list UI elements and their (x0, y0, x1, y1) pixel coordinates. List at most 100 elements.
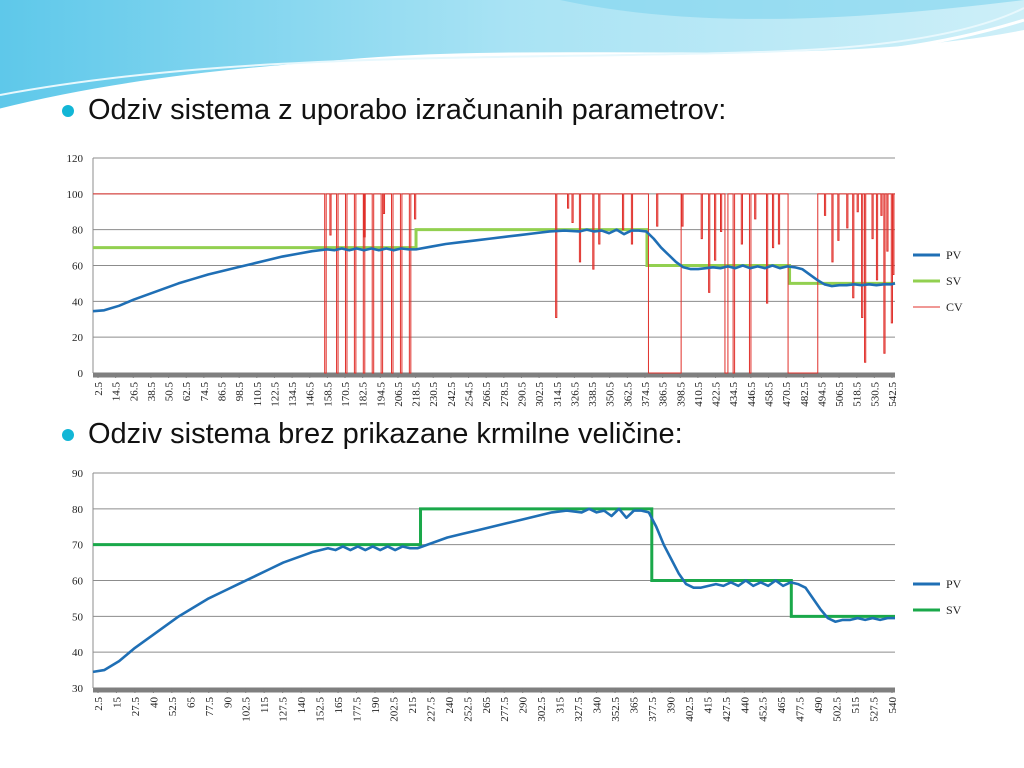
x-tick-label: 277.5 (499, 697, 511, 722)
bullet-item-2: Odziv sistema brez prikazane krmilne vel… (62, 418, 683, 451)
x-tick-label: 410.5 (693, 382, 705, 407)
x-tick-label: 422.5 (711, 382, 723, 407)
x-tick-label: 27.5 (130, 697, 142, 717)
x-tick-label: 252.5 (462, 697, 474, 722)
x-tick-label: 302.5 (534, 382, 546, 407)
x-tick-label: 182.5 (358, 382, 370, 407)
legend-label: SV (946, 603, 962, 617)
x-tick-label: 134.5 (287, 382, 299, 407)
series-sv-line (93, 507, 895, 618)
x-tick-label: 290.5 (516, 382, 528, 407)
x-tick-label: 398.5 (675, 382, 687, 407)
y-tick-label: 70 (72, 540, 84, 552)
bullet-text-1: Odziv sistema z uporabo izračunanih para… (88, 94, 727, 126)
x-tick-label: 177.5 (352, 697, 364, 722)
x-tick-label: 230.5 (428, 382, 440, 407)
x-tick-label: 326.5 (569, 382, 581, 407)
x-tick-label: 265 (481, 697, 493, 714)
x-tick-label: 518.5 (852, 382, 864, 407)
x-tick-label: 482.5 (799, 382, 811, 407)
x-tick-label: 110.5 (252, 382, 264, 407)
x-tick-label: 290 (518, 697, 530, 714)
x-tick-label: 127.5 (278, 697, 290, 722)
x-tick-label: 202.5 (388, 697, 400, 722)
x-tick-label: 494.5 (816, 382, 828, 407)
series-sv-line (93, 228, 895, 285)
x-tick-label: 218.5 (411, 382, 423, 407)
chart-with-cv: 0 20 40 60 80 100 120 2.5 14.5 26.5 38.5 50.5 62.5 74… (67, 153, 964, 407)
x-tick-label: 14.5 (111, 382, 123, 402)
bullet-dot-icon (62, 428, 74, 441)
x-tick-label: 194.5 (375, 382, 387, 407)
series-pv-line (92, 228, 896, 313)
x-tick-label: 140 (296, 697, 308, 714)
x-tick-label: 506.5 (834, 382, 846, 407)
x-tick-label: 146.5 (305, 382, 317, 407)
series-cv-line (93, 193, 895, 374)
y-tick-label: 50 (72, 611, 84, 623)
y-tick-label: 30 (72, 683, 84, 695)
x-tick-label: 115 (259, 697, 271, 714)
x-tick-label: 314.5 (552, 382, 564, 407)
y-tick-label: 80 (72, 504, 84, 516)
y-tick-label: 60 (72, 261, 84, 273)
x-tick-label: 122.5 (269, 382, 281, 407)
x-tick-label: 502.5 (832, 697, 844, 722)
y-tick-label: 100 (67, 189, 84, 201)
x-tick-label: 327.5 (573, 697, 585, 722)
x-tick-label: 240 (444, 697, 456, 714)
x-tick-label: 452.5 (758, 697, 770, 722)
x-tick-label: 2.5 (93, 697, 105, 711)
x-tick-label: 52.5 (167, 697, 179, 717)
x-tick-label: 242.5 (446, 382, 458, 407)
x-tick-label: 540 (887, 697, 899, 714)
y-tick-label: 60 (72, 576, 84, 588)
x-tick-label: 40 (148, 697, 160, 709)
x-tick-label: 470.5 (781, 382, 793, 407)
x-tick-label: 215 (407, 697, 419, 714)
x-tick-label: 190 (370, 697, 382, 714)
y-tick-label: 40 (72, 296, 84, 308)
x-tick-label: 350.5 (605, 382, 617, 407)
x-tick-label: 102.5 (241, 697, 253, 722)
x-tick-label: 338.5 (587, 382, 599, 407)
x-tick-label: 530.5 (869, 382, 881, 407)
x-tick-label: 86.5 (217, 382, 229, 402)
x-tick-label: 446.5 (746, 382, 758, 407)
series-pv-line (92, 507, 895, 674)
x-tick-label: 302.5 (536, 697, 548, 722)
x-tick-label: 254.5 (464, 382, 476, 407)
x-tick-label: 15 (111, 697, 123, 709)
x-tick-label: 50.5 (164, 382, 176, 402)
x-tick-label: 415 (702, 697, 714, 714)
x-tick-label: 62.5 (181, 382, 193, 402)
legend-label: SV (946, 274, 962, 288)
x-tick-label: 206.5 (393, 382, 405, 407)
y-tick-label: 80 (72, 225, 84, 237)
legend-label: CV (946, 300, 963, 314)
x-tick-label: 365 (628, 697, 640, 714)
x-tick-label: 427.5 (721, 697, 733, 722)
y-tick-label: 120 (67, 153, 84, 165)
x-tick-label: 458.5 (763, 382, 775, 407)
x-tick-label: 65 (185, 697, 197, 709)
chart-without-cv: 30 40 50 60 70 80 90 2.5 15 27.5 40 52.5 65 77.5 90 102… (72, 468, 962, 722)
y-tick-label: 90 (72, 468, 84, 480)
x-tick-label: 227.5 (425, 697, 437, 722)
x-tick-label: 434.5 (728, 382, 740, 407)
x-tick-label: 158.5 (322, 382, 334, 407)
x-tick-label: 38.5 (146, 382, 158, 402)
x-tick-label: 165 (333, 697, 345, 714)
x-tick-label: 386.5 (658, 382, 670, 407)
x-tick-label: 477.5 (795, 697, 807, 722)
x-tick-label: 170.5 (340, 382, 352, 407)
x-tick-label: 77.5 (204, 697, 216, 717)
y-tick-label: 40 (72, 647, 84, 659)
x-tick-label: 362.5 (622, 382, 634, 407)
x-tick-label: 527.5 (869, 697, 881, 722)
x-tick-label: 2.5 (93, 382, 105, 396)
legend-label: PV (946, 577, 962, 591)
x-tick-label: 402.5 (684, 697, 696, 722)
x-tick-label: 374.5 (640, 382, 652, 407)
x-tick-label: 90 (222, 697, 234, 709)
